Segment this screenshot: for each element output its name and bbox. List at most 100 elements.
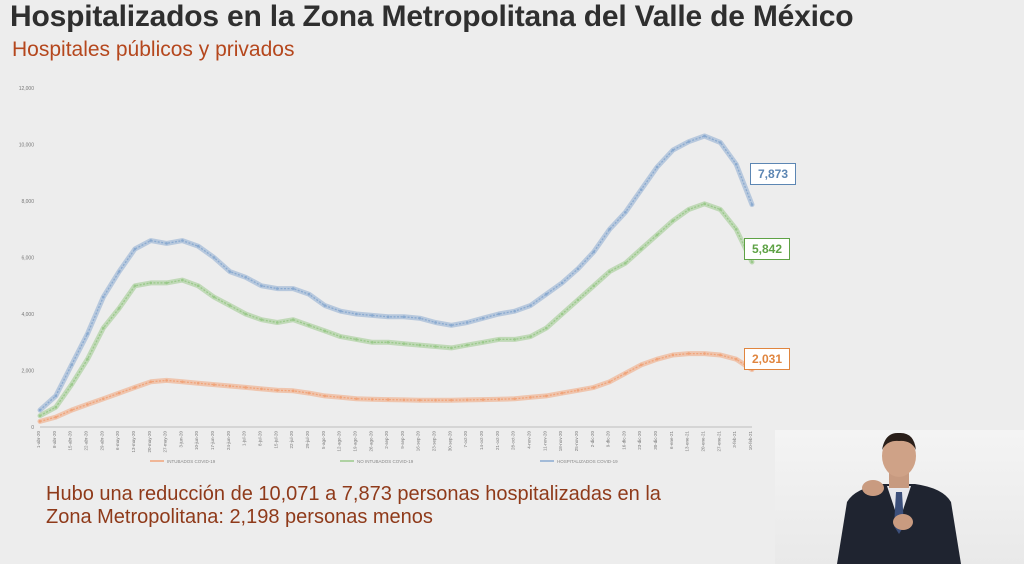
data-point — [750, 203, 754, 206]
data-point — [497, 398, 501, 401]
data-point — [70, 363, 73, 367]
series-line-core — [39, 352, 753, 423]
data-point — [38, 408, 42, 412]
data-point — [655, 357, 659, 361]
data-point — [465, 343, 469, 347]
x-tick-label: 15-abr-20 — [68, 431, 73, 451]
x-tick-label: 29-abr-20 — [99, 431, 104, 451]
interpreter-figure — [837, 432, 961, 564]
data-point — [38, 420, 42, 423]
data-point — [624, 261, 627, 265]
x-tick-label: 30-sep-20 — [447, 431, 452, 452]
data-point — [244, 275, 247, 279]
legend-label: HOSPITALIZADOS COVID-19 — [557, 459, 618, 464]
data-point — [608, 380, 611, 384]
data-point — [576, 267, 580, 271]
data-point — [339, 309, 342, 313]
data-point — [212, 383, 216, 386]
legend-label: NO INTUBADOS COVID-19 — [357, 459, 414, 464]
data-point — [576, 298, 580, 302]
data-point — [560, 391, 564, 395]
data-point — [592, 386, 596, 389]
data-point — [513, 309, 516, 313]
x-tick-label: 5-ago-20 — [321, 431, 326, 450]
x-tick-label: 20-ene-21 — [701, 431, 706, 452]
data-point — [703, 134, 706, 138]
x-tick-label: 6-ene-21 — [669, 431, 674, 450]
data-point — [307, 324, 311, 327]
data-point — [671, 353, 675, 357]
data-point — [339, 396, 342, 399]
hospitalizations-line-chart: 0 2,000 4,000 6,000 8,000 10,000 12,000 1-abr-2… — [19, 86, 755, 464]
data-point — [481, 340, 485, 344]
data-point — [276, 388, 279, 392]
data-point — [117, 391, 121, 395]
data-point — [497, 312, 501, 316]
x-tick-label: 22-jul-20 — [289, 431, 294, 449]
data-point — [117, 307, 121, 310]
data-point — [133, 247, 137, 251]
data-point — [70, 383, 73, 386]
x-tick-label: 13-ene-21 — [685, 431, 690, 452]
x-tick-label: 19-ago-20 — [352, 431, 357, 452]
y-tick-label: 8,000 — [21, 199, 34, 205]
y-tick-label: 6,000 — [21, 256, 34, 262]
y-tick-label: 4,000 — [21, 312, 34, 318]
x-tick-label: 1-jul-20 — [242, 431, 247, 447]
data-point — [244, 386, 247, 389]
x-tick-label: 30-dic-20 — [653, 431, 658, 450]
y-tick-label: 10,000 — [19, 143, 35, 149]
data-point — [576, 388, 580, 392]
x-tick-label: 23-dic-20 — [637, 431, 642, 450]
data-point — [54, 415, 58, 419]
data-point — [465, 321, 469, 324]
data-point — [165, 281, 168, 285]
x-tick-label: 18-nov-20 — [558, 431, 563, 452]
data-point — [86, 403, 89, 406]
page-subtitle: Hospitales públicos y privados — [12, 38, 295, 61]
data-point — [291, 389, 295, 393]
data-point — [434, 345, 437, 348]
data-point — [434, 398, 437, 402]
data-point — [165, 242, 168, 245]
data-point — [655, 233, 659, 237]
data-point — [370, 340, 374, 344]
data-point — [228, 270, 232, 273]
data-point — [465, 398, 469, 402]
data-point — [450, 398, 453, 402]
data-point — [481, 398, 485, 401]
data-point — [734, 227, 738, 231]
data-point — [323, 329, 327, 333]
data-point — [402, 398, 406, 402]
x-tick-label: 22-abr-20 — [83, 431, 88, 451]
data-point — [592, 250, 596, 254]
x-tick-label: 2-sep-20 — [384, 431, 389, 449]
data-point — [639, 247, 643, 251]
summary-caption: Hubo una reducción de 10,071 a 7,873 per… — [46, 483, 661, 528]
data-point — [687, 352, 691, 355]
x-tick-label: 27-may-20 — [163, 431, 168, 453]
data-point — [687, 208, 691, 211]
data-point — [386, 315, 390, 319]
data-point — [291, 318, 295, 321]
x-tick-label: 8-abr-20 — [52, 431, 57, 449]
data-point — [54, 394, 58, 398]
data-point — [513, 397, 516, 401]
data-point — [497, 338, 501, 341]
data-point — [355, 338, 358, 341]
data-point — [133, 284, 137, 288]
data-point — [307, 391, 311, 395]
x-tick-label: 25-nov-20 — [574, 431, 579, 452]
data-point — [86, 332, 89, 336]
x-tick-label: 21-oct-20 — [495, 431, 500, 451]
data-point — [734, 357, 738, 361]
data-point — [450, 346, 453, 350]
data-point — [450, 324, 453, 327]
x-tick-label: 12-ago-20 — [337, 431, 342, 452]
data-point — [545, 326, 548, 330]
x-tick-label: 7-oct-20 — [463, 431, 468, 448]
series-line-core — [39, 135, 753, 411]
data-point — [149, 239, 153, 242]
data-point — [639, 363, 643, 367]
x-tick-label: 14-oct-20 — [479, 431, 484, 451]
